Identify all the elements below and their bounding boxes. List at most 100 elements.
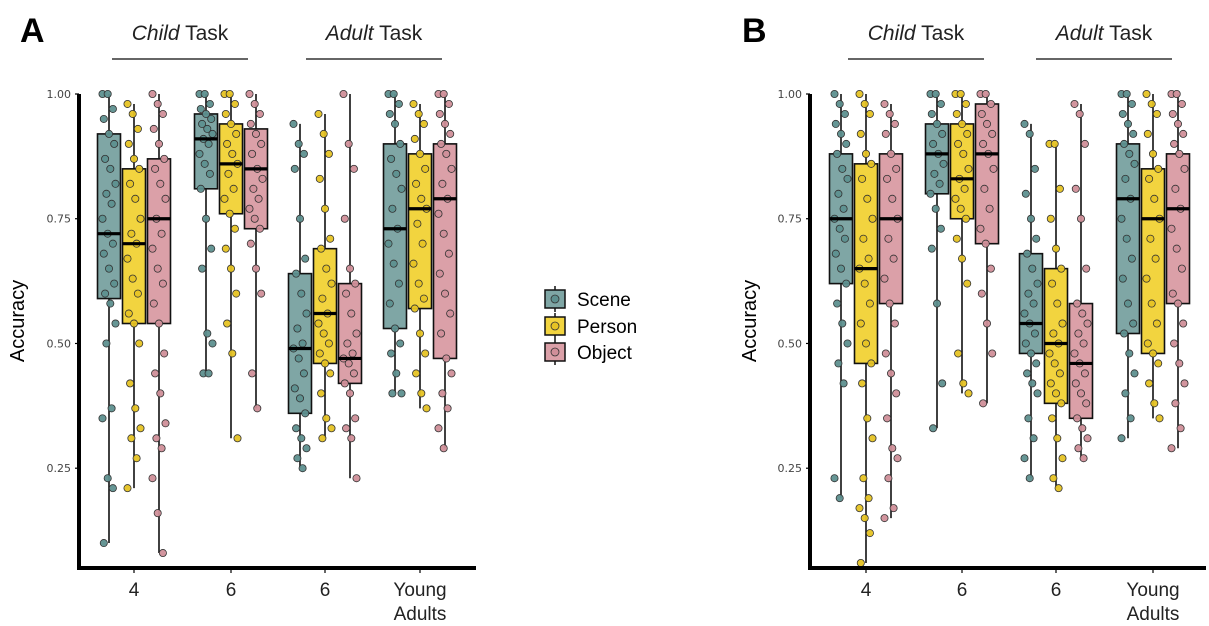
data-point: [888, 194, 897, 203]
data-point: [418, 239, 427, 248]
data-point: [988, 349, 997, 358]
data-point: [1070, 99, 1079, 108]
data-point: [1057, 399, 1066, 408]
data-point: [318, 294, 327, 303]
data-point: [126, 379, 135, 388]
data-point: [958, 119, 967, 128]
data-point: [1177, 99, 1186, 108]
data-point: [158, 549, 167, 558]
data-point: [388, 389, 397, 398]
box-person: [218, 90, 244, 443]
data-point: [842, 279, 851, 288]
data-point: [101, 154, 110, 163]
data-point: [136, 424, 145, 433]
data-point: [926, 189, 935, 198]
box-scene: [193, 90, 219, 378]
data-point: [1045, 349, 1054, 358]
data-point: [131, 404, 140, 413]
data-point: [1079, 339, 1088, 348]
x-tick-label: 6: [226, 580, 237, 601]
data-point: [388, 204, 397, 213]
data-point: [929, 139, 938, 148]
data-point: [1054, 484, 1063, 493]
data-point: [1150, 399, 1159, 408]
data-point: [983, 119, 992, 128]
data-point: [196, 104, 205, 113]
data-point: [977, 109, 986, 118]
data-point: [207, 244, 216, 253]
data-point: [438, 389, 447, 398]
data-point: [415, 149, 424, 158]
data-point: [1074, 444, 1083, 453]
data-point: [985, 204, 994, 213]
data-point: [410, 134, 419, 143]
data-point: [392, 369, 401, 378]
data-point: [299, 369, 308, 378]
data-point: [1142, 274, 1151, 283]
data-point: [245, 90, 254, 99]
data-point: [1124, 119, 1133, 128]
data-point: [1146, 234, 1155, 243]
data-point: [248, 369, 257, 378]
data-point: [136, 214, 145, 223]
data-point: [422, 404, 431, 413]
data-point: [153, 264, 162, 273]
legend: Scene Person Object: [544, 286, 637, 365]
data-point: [326, 369, 335, 378]
data-point: [447, 369, 456, 378]
data-point: [954, 349, 963, 358]
box-person: [407, 99, 433, 413]
data-point: [936, 224, 945, 233]
data-point: [892, 389, 901, 398]
data-point: [132, 454, 141, 463]
data-point: [131, 194, 140, 203]
data-point: [226, 264, 235, 273]
data-point: [133, 124, 142, 133]
data-point: [392, 169, 401, 178]
data-point: [297, 434, 306, 443]
data-point: [833, 299, 842, 308]
data-point: [954, 139, 963, 148]
data-point: [347, 309, 356, 318]
data-point: [933, 299, 942, 308]
data-point: [830, 474, 839, 483]
data-point: [1125, 349, 1134, 358]
data-point: [930, 169, 939, 178]
data-point: [298, 464, 307, 473]
y-tick-label: 0.25: [778, 462, 803, 475]
data-point: [840, 109, 849, 118]
data-point: [929, 424, 938, 433]
data-point: [419, 119, 428, 128]
data-point: [1027, 349, 1036, 358]
legend-key-point: [550, 294, 560, 304]
data-point: [320, 204, 329, 213]
data-point: [158, 109, 167, 118]
data-point: [1179, 129, 1188, 138]
data-point: [864, 494, 873, 503]
data-point: [935, 179, 944, 188]
data-point: [292, 424, 301, 433]
data-point: [1176, 424, 1185, 433]
data-point: [858, 379, 867, 388]
data-point: [127, 229, 136, 238]
data-point: [885, 299, 894, 308]
legend-key-point: [550, 347, 560, 357]
data-point: [883, 414, 892, 423]
data-point: [1150, 194, 1159, 203]
data-point: [290, 384, 299, 393]
data-point: [884, 234, 893, 243]
data-point: [151, 369, 160, 378]
panel-letter-b: B: [742, 12, 767, 50]
data-point: [110, 139, 119, 148]
data-point: [409, 99, 418, 108]
data-point: [225, 209, 234, 218]
data-point: [1052, 389, 1061, 398]
y-tick-label: 0.25: [47, 462, 72, 475]
data-point: [148, 474, 157, 483]
data-point: [834, 359, 843, 368]
data-point: [931, 90, 940, 99]
data-point: [961, 214, 970, 223]
data-point: [961, 99, 970, 108]
data-point: [319, 329, 328, 338]
data-point: [409, 259, 418, 268]
